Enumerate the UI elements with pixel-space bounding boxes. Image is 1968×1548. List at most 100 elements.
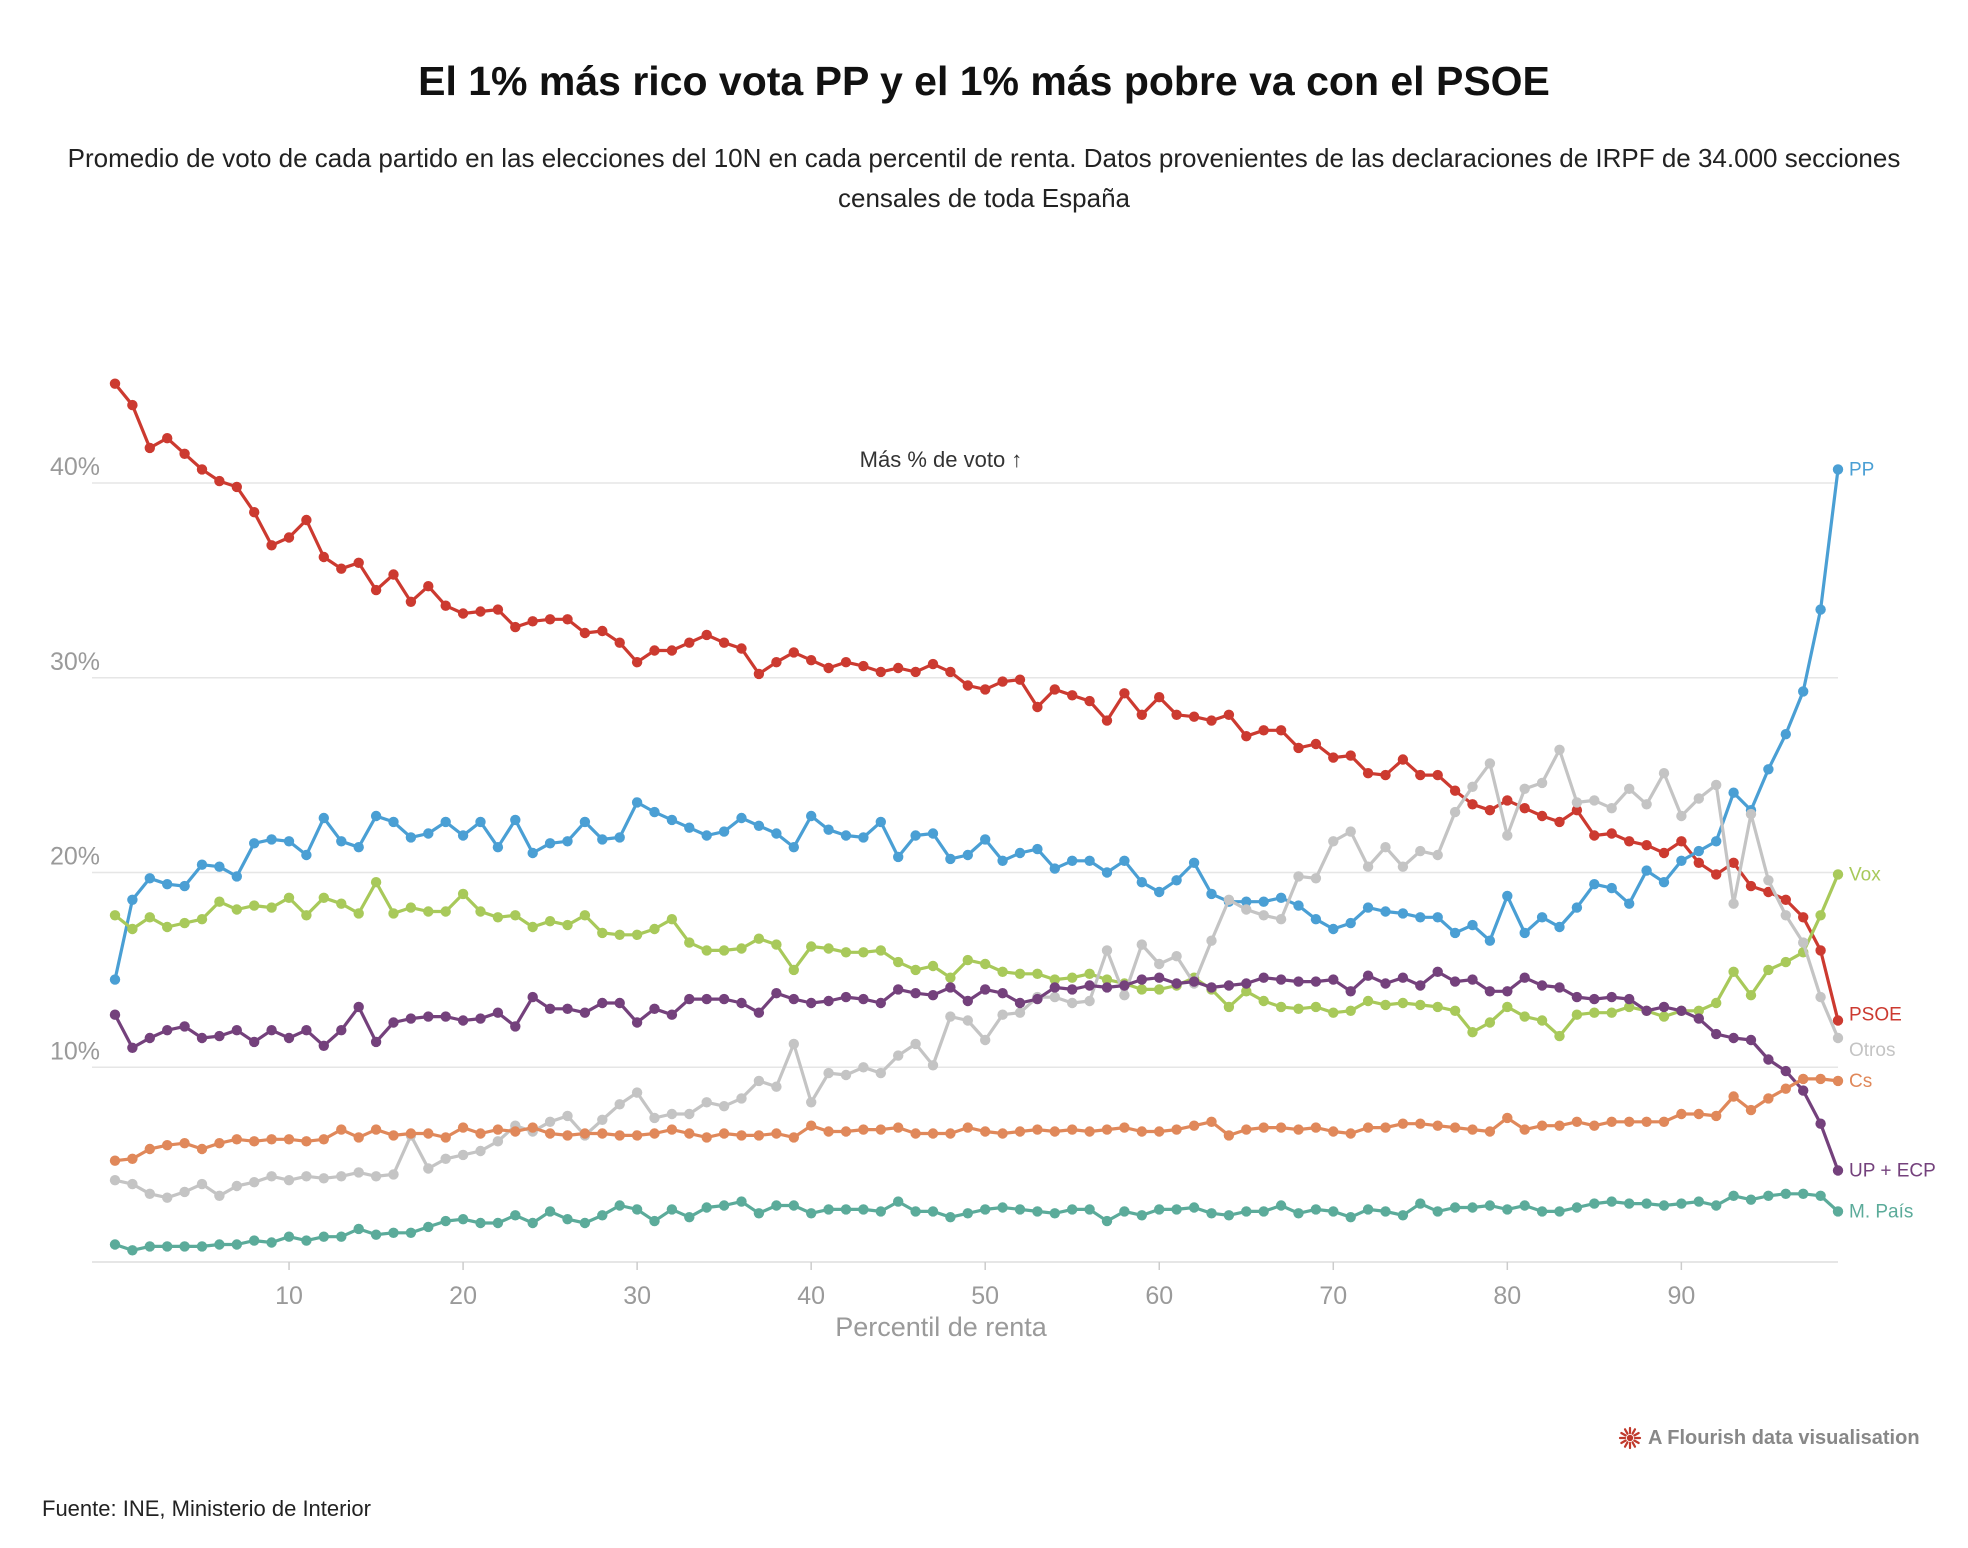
data-point[interactable] — [718, 1101, 730, 1112]
data-point[interactable] — [701, 993, 712, 1005]
data-point[interactable] — [806, 1120, 817, 1131]
data-point[interactable] — [318, 1134, 329, 1145]
data-point[interactable] — [1815, 945, 1826, 956]
data-point[interactable] — [492, 1007, 504, 1018]
data-point[interactable] — [1624, 783, 1635, 794]
data-point[interactable] — [1658, 1001, 1670, 1013]
data-point[interactable] — [927, 1128, 939, 1139]
data-point[interactable] — [1171, 875, 1182, 886]
data-point[interactable] — [753, 1075, 765, 1087]
data-point[interactable] — [1397, 908, 1409, 919]
data-point[interactable] — [562, 1130, 573, 1141]
data-point[interactable] — [840, 947, 852, 958]
data-point[interactable] — [1328, 1206, 1339, 1217]
data-point[interactable] — [196, 464, 208, 475]
data-point[interactable] — [1502, 830, 1513, 841]
data-point[interactable] — [945, 972, 956, 983]
data-point[interactable] — [179, 1241, 190, 1252]
data-point[interactable] — [1328, 974, 1339, 985]
data-point[interactable] — [1067, 690, 1078, 701]
data-point[interactable] — [1676, 855, 1687, 866]
data-point[interactable] — [475, 1217, 486, 1229]
data-point[interactable] — [666, 645, 678, 656]
data-point[interactable] — [1449, 1005, 1461, 1016]
data-point[interactable] — [231, 904, 242, 915]
data-point[interactable] — [1658, 1200, 1670, 1211]
data-point[interactable] — [1049, 863, 1061, 874]
data-point[interactable] — [649, 806, 660, 818]
data-point[interactable] — [997, 966, 1008, 977]
data-point[interactable] — [179, 448, 190, 459]
data-point[interactable] — [945, 1128, 956, 1139]
data-point[interactable] — [1293, 1124, 1304, 1135]
data-point[interactable] — [109, 1175, 121, 1186]
data-point[interactable] — [1798, 1188, 1809, 1200]
data-point[interactable] — [1745, 1194, 1757, 1205]
data-point[interactable] — [196, 1241, 208, 1252]
data-point[interactable] — [1362, 995, 1374, 1007]
data-point[interactable] — [109, 1155, 121, 1166]
data-point[interactable] — [771, 988, 782, 999]
data-point[interactable] — [1362, 970, 1374, 981]
data-point[interactable] — [823, 943, 834, 954]
data-point[interactable] — [527, 1217, 538, 1229]
data-point[interactable] — [370, 1229, 382, 1240]
data-point[interactable] — [1415, 912, 1426, 923]
data-point[interactable] — [196, 1143, 208, 1155]
data-point[interactable] — [1798, 1073, 1809, 1085]
data-point[interactable] — [318, 892, 329, 903]
data-point[interactable] — [893, 1122, 904, 1133]
data-point[interactable] — [736, 812, 747, 824]
data-point[interactable] — [701, 830, 712, 841]
data-point[interactable] — [249, 1177, 260, 1188]
data-point[interactable] — [1763, 886, 1774, 898]
data-point[interactable] — [1606, 803, 1617, 814]
data-point[interactable] — [1658, 1116, 1670, 1128]
data-point[interactable] — [1832, 1165, 1844, 1176]
data-point[interactable] — [927, 828, 939, 839]
data-point[interactable] — [1484, 805, 1496, 816]
data-point[interactable] — [753, 1208, 765, 1219]
data-point[interactable] — [162, 921, 173, 933]
data-point[interactable] — [492, 1217, 504, 1229]
data-point[interactable] — [1449, 806, 1461, 818]
data-point[interactable] — [1449, 927, 1461, 939]
data-point[interactable] — [1536, 980, 1548, 991]
data-point[interactable] — [109, 1239, 121, 1250]
data-point[interactable] — [1415, 1118, 1426, 1129]
data-point[interactable] — [475, 816, 486, 828]
data-point[interactable] — [162, 1192, 173, 1203]
data-point[interactable] — [840, 1204, 852, 1215]
data-point[interactable] — [1554, 1120, 1565, 1131]
data-point[interactable] — [475, 1128, 486, 1139]
data-point[interactable] — [544, 838, 556, 849]
data-point[interactable] — [666, 1108, 678, 1120]
data-point[interactable] — [1067, 1124, 1078, 1135]
data-point[interactable] — [579, 910, 591, 921]
data-point[interactable] — [614, 637, 625, 648]
data-point[interactable] — [1780, 956, 1792, 968]
data-point[interactable] — [1119, 990, 1130, 1001]
data-point[interactable] — [666, 1009, 678, 1020]
data-point[interactable] — [910, 666, 921, 678]
data-point[interactable] — [266, 540, 277, 551]
data-point[interactable] — [1310, 738, 1322, 750]
data-point[interactable] — [736, 1196, 747, 1207]
data-point[interactable] — [1084, 995, 1095, 1007]
data-point[interactable] — [301, 1171, 312, 1182]
data-point[interactable] — [544, 614, 556, 625]
data-point[interactable] — [370, 810, 382, 822]
data-point[interactable] — [806, 997, 817, 1009]
data-point[interactable] — [1606, 1196, 1617, 1207]
data-point[interactable] — [1380, 978, 1391, 989]
data-point[interactable] — [1206, 1116, 1217, 1128]
data-point[interactable] — [1467, 974, 1478, 985]
data-point[interactable] — [858, 1124, 869, 1135]
data-point[interactable] — [457, 1214, 469, 1225]
data-point[interactable] — [249, 900, 260, 911]
data-point[interactable] — [1032, 1206, 1043, 1217]
data-point[interactable] — [840, 991, 852, 1003]
data-point[interactable] — [301, 849, 312, 861]
data-point[interactable] — [701, 629, 712, 641]
data-point[interactable] — [1101, 982, 1113, 993]
